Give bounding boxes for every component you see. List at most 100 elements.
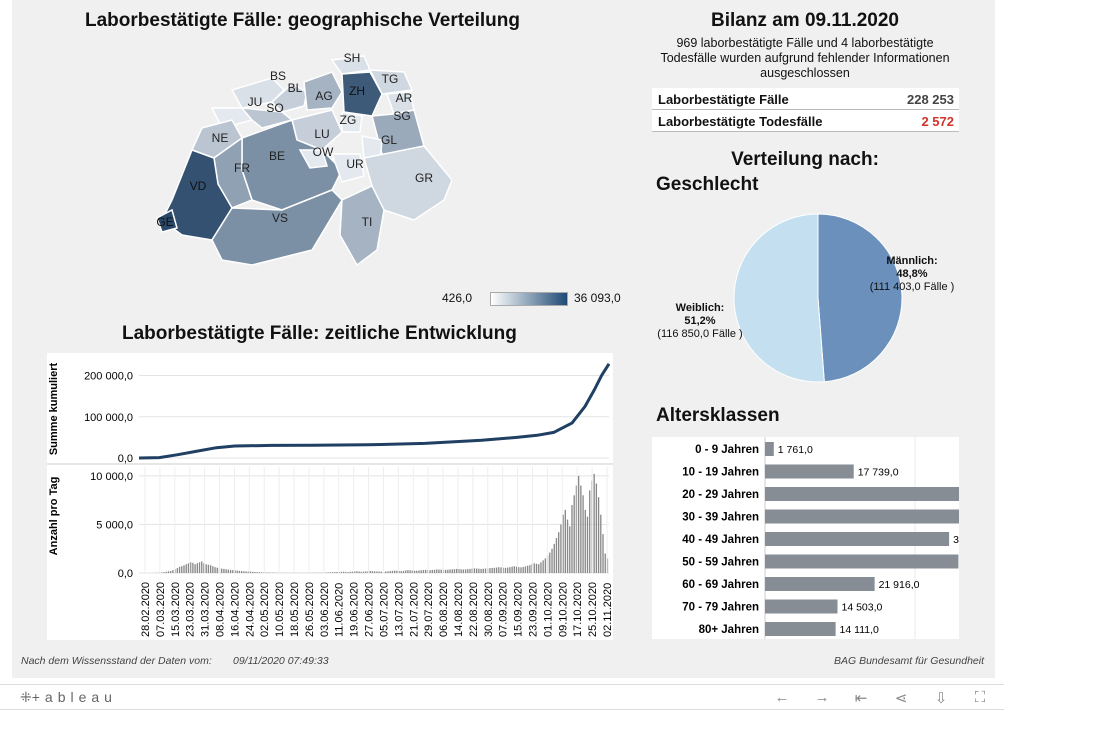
- share-icon[interactable]: ⋖: [894, 690, 908, 707]
- daily-bar[interactable]: [569, 526, 571, 573]
- daily-bar[interactable]: [460, 569, 462, 573]
- daily-bar[interactable]: [562, 514, 564, 573]
- age-bar[interactable]: [765, 532, 950, 546]
- daily-bar[interactable]: [369, 571, 371, 573]
- daily-bar[interactable]: [192, 562, 194, 573]
- daily-bar[interactable]: [229, 569, 232, 573]
- age-bar[interactable]: [765, 442, 774, 456]
- daily-bar[interactable]: [227, 569, 230, 573]
- daily-bar[interactable]: [509, 567, 511, 573]
- daily-bar[interactable]: [444, 569, 447, 573]
- daily-bar[interactable]: [252, 571, 254, 573]
- bilanz-row-deaths[interactable]: Laborbestätigte Todesfälle 2 572: [652, 110, 959, 132]
- timeline-chart[interactable]: Summe kumuliert 200 000,0 100 000,0 0,0 Anza…: [47, 353, 614, 640]
- daily-bar[interactable]: [387, 571, 389, 573]
- daily-bar[interactable]: [595, 483, 598, 573]
- daily-bar[interactable]: [187, 563, 190, 573]
- daily-bar[interactable]: [538, 564, 540, 573]
- daily-bar[interactable]: [249, 571, 252, 573]
- age-row[interactable]: 50 - 59 Jahren38 685,0: [682, 554, 1003, 569]
- daily-bar[interactable]: [327, 572, 329, 573]
- age-bar[interactable]: [765, 599, 838, 614]
- daily-bar[interactable]: [513, 566, 515, 573]
- age-row[interactable]: 20 - 29 Jahren43 161,0: [682, 487, 1026, 501]
- daily-bar[interactable]: [380, 571, 382, 573]
- canton-lu[interactable]: LU: [291, 109, 343, 151]
- daily-bar[interactable]: [420, 570, 422, 573]
- pie-slice-männlich[interactable]: [817, 213, 903, 383]
- fullscreen-icon[interactable]: ⛶: [974, 689, 986, 706]
- daily-bar[interactable]: [478, 568, 480, 573]
- daily-bar[interactable]: [396, 570, 398, 573]
- daily-bar[interactable]: [212, 566, 214, 573]
- daily-bar[interactable]: [225, 569, 227, 573]
- daily-bar[interactable]: [214, 567, 216, 573]
- age-row[interactable]: 70 - 79 Jahren 14 503,0: [682, 599, 883, 614]
- age-chart-panel[interactable]: 0 - 9 Jahren 1 761,0 10 - 19 Jahren 17 739,…: [652, 437, 1026, 639]
- daily-bar[interactable]: [438, 569, 440, 573]
- undo-icon[interactable]: ←: [774, 689, 790, 706]
- daily-bar[interactable]: [464, 569, 467, 573]
- daily-bar[interactable]: [398, 570, 400, 573]
- daily-bar[interactable]: [194, 564, 196, 573]
- canton-ge[interactable]: GE: [156, 208, 178, 233]
- daily-bar[interactable]: [365, 571, 367, 573]
- daily-bar[interactable]: [172, 570, 174, 573]
- daily-bar[interactable]: [336, 572, 338, 573]
- daily-bar[interactable]: [493, 567, 496, 573]
- daily-bar[interactable]: [473, 568, 476, 573]
- daily-bar[interactable]: [342, 571, 345, 573]
- canton-ar[interactable]: AR: [385, 91, 415, 115]
- daily-bar[interactable]: [498, 567, 500, 573]
- daily-bar[interactable]: [329, 572, 331, 573]
- daily-bar[interactable]: [391, 570, 394, 573]
- daily-bar[interactable]: [522, 566, 524, 573]
- daily-bar[interactable]: [433, 569, 436, 573]
- canton-zh[interactable]: ZH: [341, 71, 383, 117]
- daily-bar[interactable]: [589, 490, 591, 573]
- age-row[interactable]: 30 - 39 Jahren39 557,0: [682, 509, 1008, 524]
- daily-bar[interactable]: [575, 485, 578, 573]
- daily-bar[interactable]: [469, 568, 471, 573]
- daily-bar[interactable]: [165, 571, 167, 573]
- daily-bar[interactable]: [238, 570, 241, 573]
- daily-bar[interactable]: [409, 570, 411, 573]
- canton-ur[interactable]: UR: [330, 153, 365, 183]
- daily-bar[interactable]: [553, 543, 555, 573]
- daily-bar[interactable]: [431, 569, 433, 573]
- daily-bar[interactable]: [533, 563, 535, 573]
- daily-bar[interactable]: [535, 563, 538, 573]
- daily-bar[interactable]: [198, 562, 201, 573]
- canton-tg[interactable]: TG: [368, 69, 414, 95]
- daily-bar[interactable]: [371, 571, 374, 573]
- canton-ne[interactable]: NE: [190, 119, 243, 159]
- daily-bar[interactable]: [491, 567, 493, 573]
- canton-so[interactable]: SO: [240, 101, 294, 129]
- age-row[interactable]: 10 - 19 Jahren 17 739,0: [682, 464, 899, 479]
- daily-bar[interactable]: [584, 509, 586, 573]
- daily-bar[interactable]: [566, 519, 569, 573]
- daily-bar[interactable]: [221, 568, 223, 573]
- daily-bar[interactable]: [447, 569, 449, 573]
- age-bar[interactable]: [765, 577, 875, 591]
- daily-bar[interactable]: [484, 568, 487, 573]
- daily-bar[interactable]: [416, 570, 418, 573]
- daily-bar[interactable]: [367, 571, 369, 573]
- daily-bar[interactable]: [515, 566, 518, 573]
- daily-bar[interactable]: [502, 567, 504, 573]
- daily-bar[interactable]: [351, 571, 354, 573]
- daily-bar[interactable]: [604, 553, 606, 573]
- daily-bar[interactable]: [254, 572, 256, 573]
- daily-bar[interactable]: [551, 548, 553, 573]
- daily-bar[interactable]: [413, 570, 416, 573]
- daily-bar[interactable]: [196, 563, 198, 573]
- daily-bar[interactable]: [216, 567, 218, 573]
- daily-bar[interactable]: [436, 569, 438, 574]
- daily-bar[interactable]: [362, 571, 365, 573]
- daily-bar[interactable]: [393, 570, 396, 573]
- daily-bar[interactable]: [453, 569, 456, 573]
- daily-bar[interactable]: [167, 571, 170, 573]
- daily-bar[interactable]: [449, 569, 451, 574]
- gender-pie-chart[interactable]: [652, 200, 952, 400]
